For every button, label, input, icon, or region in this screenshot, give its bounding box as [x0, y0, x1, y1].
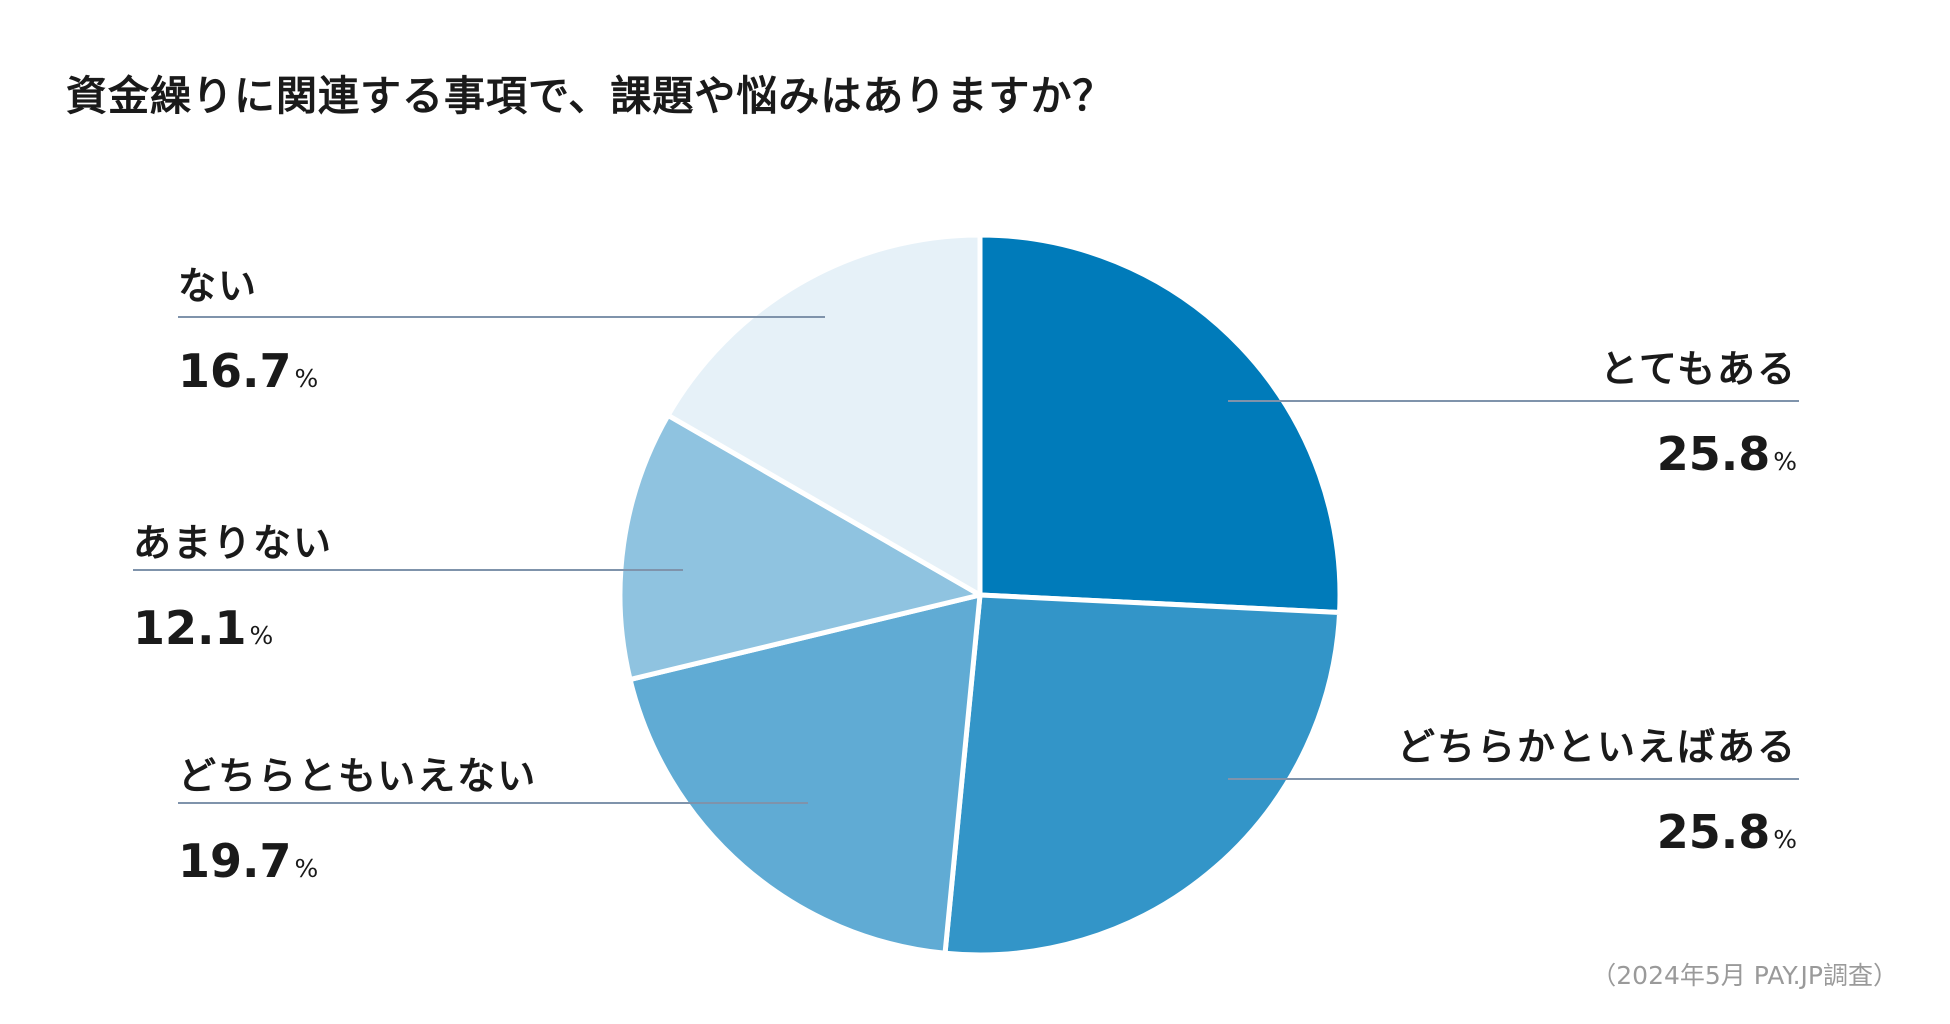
slice-value-1: 25.8 — [1656, 805, 1771, 859]
slice-label-4: ない 16.7% — [178, 255, 318, 398]
slice-name-4: ない — [178, 264, 259, 308]
slice-name-1: どちらかといえばある — [1396, 725, 1797, 769]
slice-value-3: 12.1 — [133, 601, 247, 655]
slice-value-4: 16.7 — [178, 344, 292, 398]
leader-lines — [133, 316, 1799, 804]
slice-name-0: とてもある — [1600, 347, 1797, 391]
slice-unit-2: % — [294, 854, 319, 883]
slice-value-2: 19.7 — [178, 834, 292, 888]
pie-slice-4 — [665, 232, 983, 598]
slice-label-0: とてもある 25.8% — [1600, 338, 1797, 481]
slice-name-2: どちらともいえない — [178, 754, 538, 798]
pie-slice-3 — [617, 412, 983, 683]
pie-slice-2 — [627, 592, 983, 956]
pie-slice-0 — [977, 232, 1343, 616]
slice-value-0: 25.8 — [1656, 427, 1771, 481]
pie-slices — [617, 232, 1343, 958]
slice-label-1: どちらかといえばある 25.8% — [1397, 716, 1797, 859]
slice-unit-0: % — [1773, 447, 1797, 476]
pie-slice-1 — [942, 592, 1343, 958]
slice-name-3: あまりない — [133, 521, 334, 565]
slice-unit-1: % — [1773, 825, 1797, 854]
source-note: （2024年5月 PAY.JP調査） — [1591, 961, 1898, 990]
chart-title: 資金繰りに関連する事項で、課題や悩みはありますか？ — [66, 72, 1115, 120]
slice-unit-4: % — [294, 364, 319, 393]
slice-label-3: あまりない 12.1% — [133, 512, 333, 655]
slice-unit-3: % — [249, 621, 274, 650]
slice-label-2: どちらともいえない 19.7% — [178, 745, 537, 888]
